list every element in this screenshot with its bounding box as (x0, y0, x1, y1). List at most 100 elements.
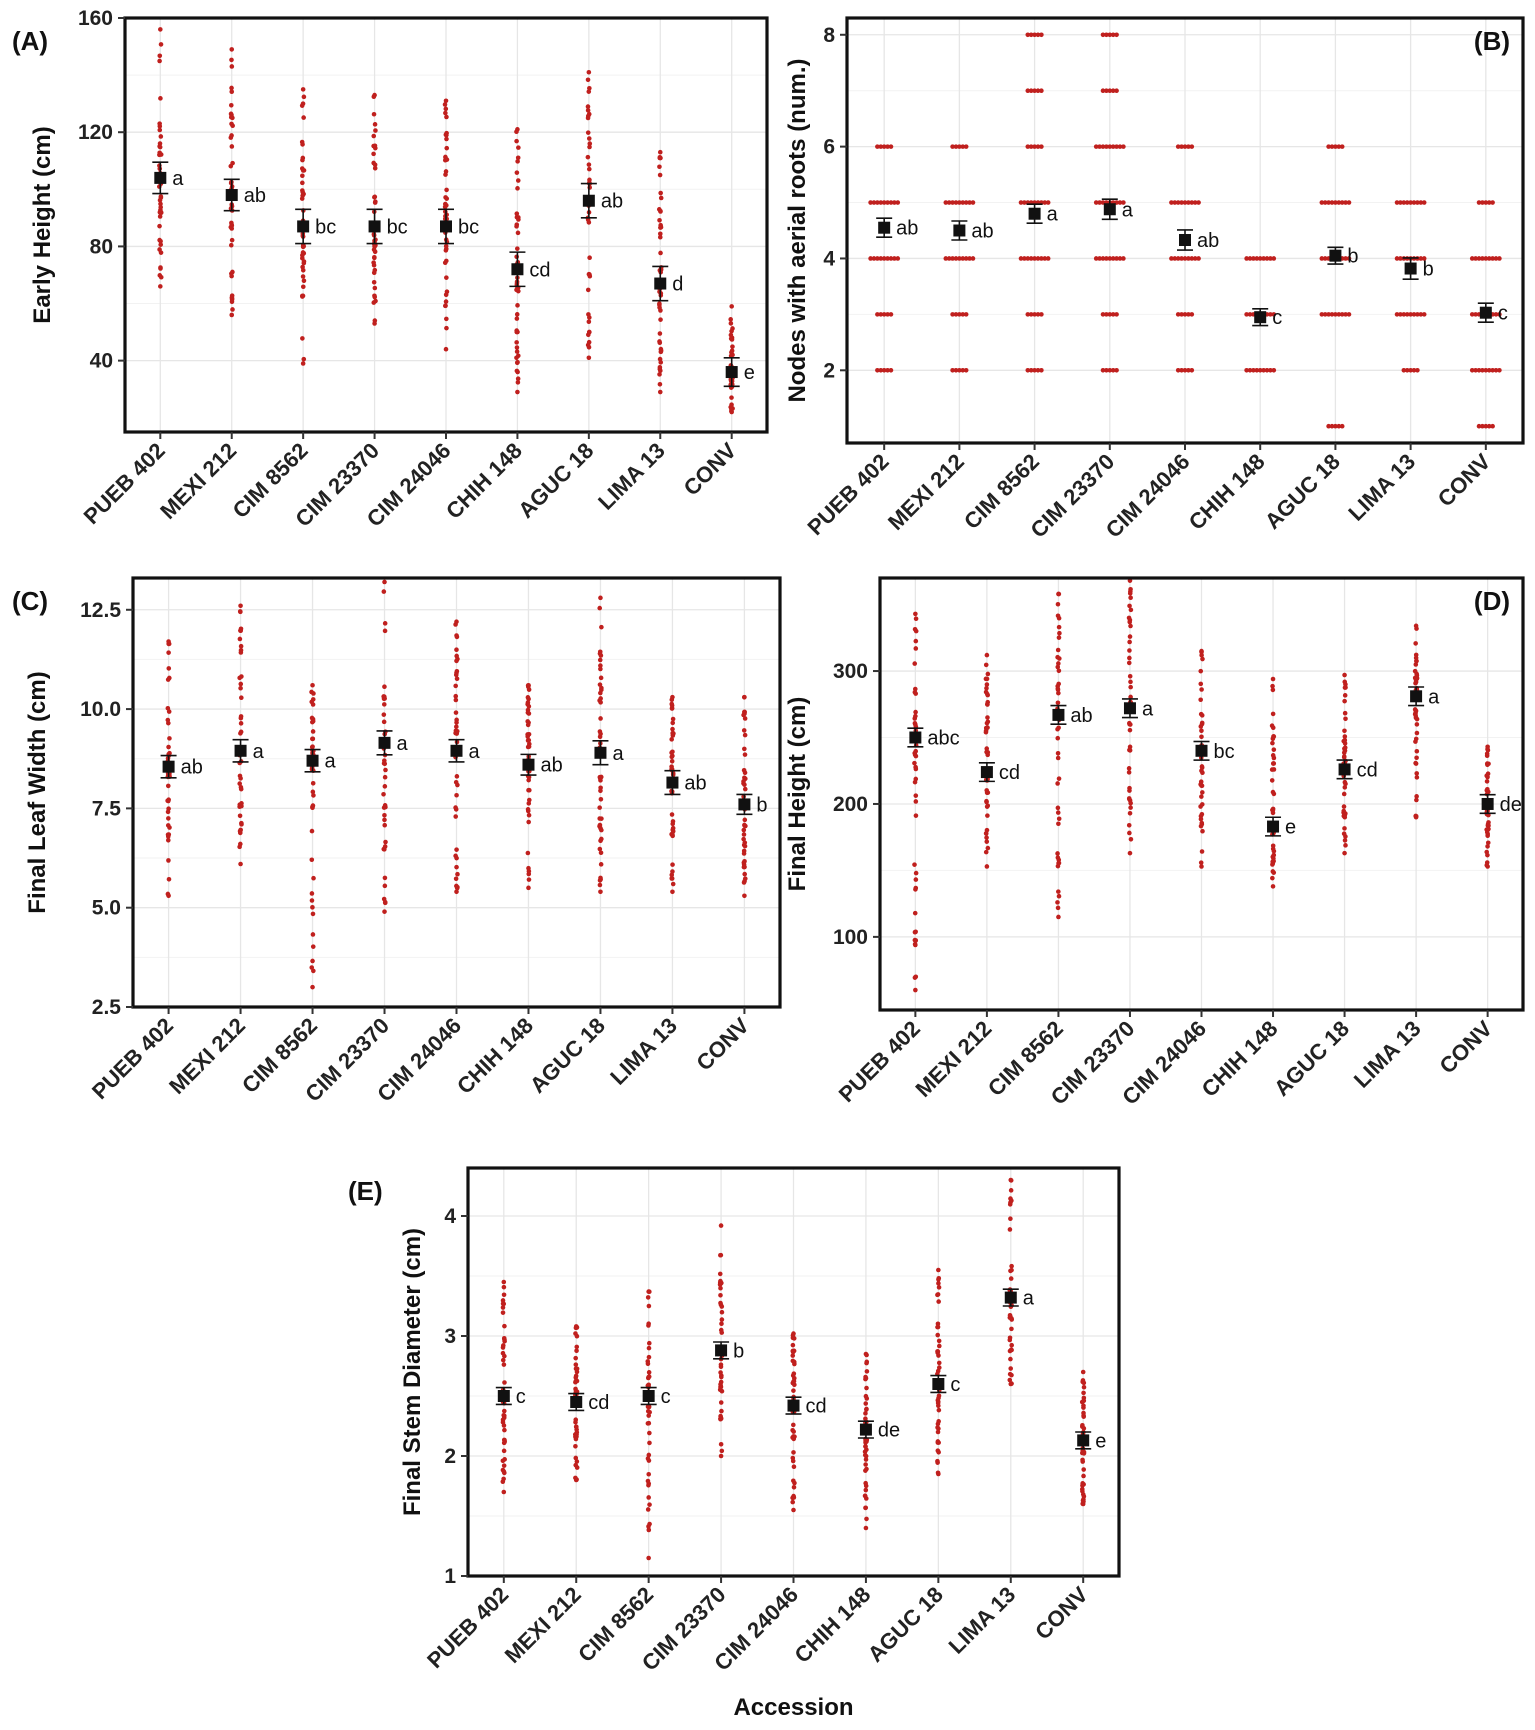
data-point (309, 857, 315, 863)
data-point (985, 803, 991, 809)
data-point (871, 256, 877, 261)
data-point (1326, 312, 1331, 317)
data-point (372, 165, 378, 171)
y-tick-label: 7.5 (92, 797, 122, 820)
data-point (1056, 816, 1062, 822)
data-point (1127, 830, 1132, 836)
data-point (1110, 256, 1116, 261)
data-point (382, 579, 387, 585)
data-point (1121, 144, 1126, 149)
data-point (913, 628, 919, 634)
data-point (453, 814, 458, 819)
mean-marker (1004, 1291, 1017, 1304)
data-point (1336, 312, 1342, 317)
data-point (936, 1360, 942, 1366)
data-point (382, 883, 388, 889)
data-point (1127, 591, 1133, 596)
data-point (1055, 750, 1061, 756)
data-point (515, 369, 520, 375)
data-point (1022, 200, 1027, 205)
significance-letter: b (1347, 246, 1358, 268)
data-point (1025, 256, 1031, 261)
data-point (598, 716, 603, 721)
significance-letter: a (1428, 686, 1440, 708)
data-point (1032, 256, 1037, 261)
data-point (1343, 811, 1348, 816)
data-point (455, 884, 460, 890)
data-point (885, 256, 890, 261)
data-point (1342, 679, 1348, 685)
data-point (238, 784, 244, 790)
data-point (984, 691, 990, 697)
data-point (310, 984, 315, 990)
data-point (950, 200, 955, 205)
x-tick-label: LIMA 13 (944, 1582, 1021, 1659)
data-point (1025, 32, 1031, 38)
y-tick-label: 120 (78, 121, 113, 144)
data-point (790, 1358, 796, 1364)
data-point (742, 817, 748, 823)
data-point (1271, 312, 1277, 317)
data-point (669, 872, 675, 878)
data-point (229, 64, 235, 69)
data-point (719, 1317, 725, 1322)
data-point (300, 87, 306, 92)
data-point (1055, 686, 1061, 691)
data-point (454, 717, 459, 723)
data-point (372, 285, 378, 291)
data-point (1199, 728, 1204, 734)
data-point (585, 130, 591, 135)
data-point (1414, 730, 1420, 736)
mean-marker (297, 220, 310, 233)
data-point (1271, 747, 1277, 752)
data-point (1104, 256, 1109, 261)
data-point (885, 200, 890, 205)
data-point (913, 638, 919, 644)
data-point (1056, 776, 1062, 781)
data-point (228, 163, 234, 169)
data-point (229, 295, 235, 300)
data-point (1268, 256, 1273, 261)
data-point (158, 42, 164, 47)
data-point (1080, 1369, 1086, 1375)
data-point (1414, 722, 1420, 727)
data-point (1200, 656, 1205, 662)
data-point (671, 731, 676, 736)
data-point (381, 702, 387, 707)
significance-letter: e (1285, 817, 1296, 839)
data-point (1418, 200, 1424, 205)
data-point (1057, 630, 1062, 636)
data-point (1473, 256, 1478, 261)
data-point (791, 1495, 797, 1500)
data-point (516, 215, 521, 220)
data-point (1081, 1473, 1086, 1479)
data-point (875, 200, 880, 205)
data-point (310, 932, 316, 937)
data-point (238, 643, 244, 649)
data-point (875, 256, 880, 261)
y-tick-label: 40 (90, 350, 113, 373)
data-point (1257, 256, 1263, 261)
data-point (454, 864, 459, 870)
data-point (310, 736, 315, 742)
data-point (597, 605, 603, 611)
data-point (1035, 88, 1041, 93)
data-point (1469, 368, 1475, 373)
data-point (574, 1344, 580, 1350)
data-point (1039, 368, 1044, 373)
significance-letter: ab (684, 773, 706, 795)
data-point (670, 716, 676, 722)
data-point (1110, 368, 1116, 373)
data-point (1270, 725, 1276, 731)
data-point (382, 628, 388, 634)
data-point (670, 720, 676, 726)
data-point (1121, 200, 1126, 205)
data-point (1414, 771, 1420, 776)
data-point (912, 929, 918, 935)
y-axis-title: Final Height (cm) (784, 697, 811, 892)
data-point (300, 336, 305, 341)
data-point (871, 200, 877, 205)
data-point (586, 355, 592, 361)
data-point (158, 27, 163, 32)
